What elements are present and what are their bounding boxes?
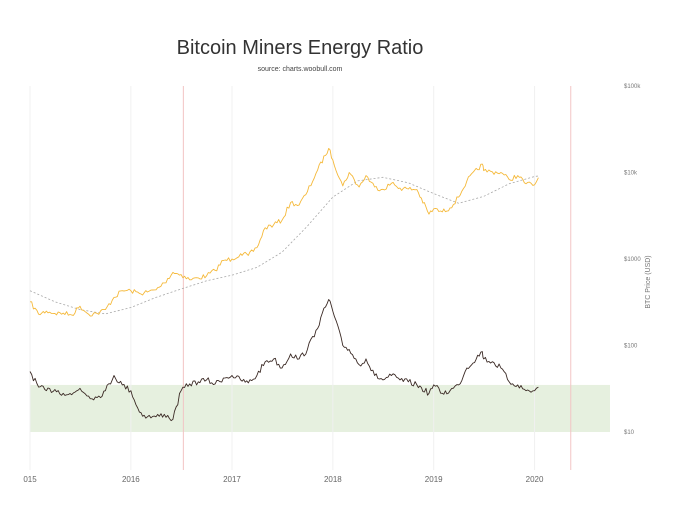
x-tick-label: 2020 [526,475,544,484]
y-axis-label: BTC Price (USD) [645,255,652,308]
x-tick-label: 2018 [324,475,342,484]
y-tick-label: $100 [624,344,638,350]
btc-price-line [30,147,539,317]
y-axis: $100k $10k $1000 $100 $10 [624,84,641,436]
plot-area [29,86,610,470]
y-tick-label: $100k [624,84,641,90]
moving-average-line [29,175,539,315]
x-tick-label: 015 [23,475,37,484]
chart-title: Bitcoin Miners Energy Ratio [177,37,424,59]
x-tick-label: 2016 [122,475,140,484]
chart-subtitle: source: charts.woobull.com [258,66,343,73]
x-axis: 015 2016 2017 2018 2019 2020 [23,475,544,484]
y-tick-label: $1000 [624,257,641,263]
x-tick-label: 2019 [425,475,443,484]
y-tick-label: $10 [624,430,635,436]
x-tick-label: 2017 [223,475,241,484]
y-tick-label: $10k [624,171,638,177]
low-ratio-band [30,384,610,432]
energy-ratio-line [29,299,539,422]
